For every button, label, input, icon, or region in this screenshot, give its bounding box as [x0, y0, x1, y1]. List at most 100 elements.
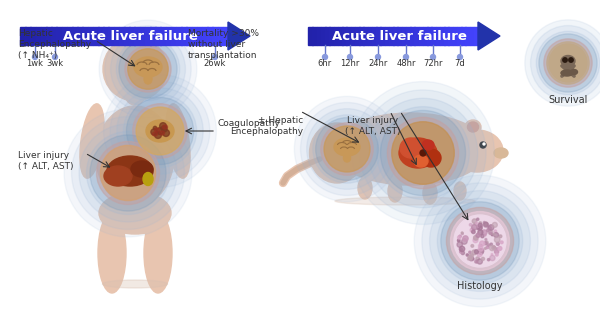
Bar: [372, 27, 377, 45]
Bar: [113, 27, 119, 45]
Circle shape: [104, 74, 217, 187]
Circle shape: [487, 229, 489, 232]
Circle shape: [477, 259, 482, 264]
Circle shape: [461, 233, 463, 235]
Circle shape: [481, 257, 485, 260]
Bar: [41, 27, 47, 45]
Circle shape: [463, 236, 468, 241]
Circle shape: [496, 253, 498, 256]
Bar: [334, 27, 338, 45]
Circle shape: [136, 107, 184, 155]
Circle shape: [152, 130, 156, 134]
Circle shape: [437, 198, 523, 284]
Ellipse shape: [131, 161, 153, 177]
Circle shape: [480, 248, 484, 252]
Ellipse shape: [561, 56, 575, 67]
Bar: [160, 27, 166, 45]
Circle shape: [472, 258, 474, 260]
Circle shape: [316, 118, 379, 180]
Circle shape: [544, 39, 592, 87]
Circle shape: [539, 34, 597, 92]
Bar: [474, 27, 479, 45]
Circle shape: [477, 227, 479, 230]
Circle shape: [472, 250, 476, 255]
Circle shape: [487, 244, 490, 246]
Circle shape: [498, 247, 502, 250]
Circle shape: [446, 208, 514, 275]
Bar: [103, 27, 109, 45]
Circle shape: [161, 126, 166, 131]
Circle shape: [473, 238, 478, 243]
Bar: [363, 27, 368, 45]
Ellipse shape: [107, 156, 153, 186]
Circle shape: [467, 258, 470, 260]
Circle shape: [490, 243, 493, 246]
Ellipse shape: [96, 106, 174, 206]
Circle shape: [466, 254, 469, 256]
Circle shape: [472, 230, 475, 234]
Circle shape: [485, 238, 487, 240]
Circle shape: [470, 228, 475, 232]
Text: 48hr: 48hr: [396, 59, 416, 68]
Circle shape: [487, 226, 491, 230]
Circle shape: [494, 230, 497, 232]
Circle shape: [368, 98, 478, 208]
Circle shape: [71, 117, 184, 229]
Circle shape: [484, 248, 487, 249]
Circle shape: [494, 250, 499, 254]
Circle shape: [430, 191, 530, 291]
Text: Liver injury
(↑ ALT, AST): Liver injury (↑ ALT, AST): [345, 116, 401, 136]
Ellipse shape: [98, 213, 126, 293]
Ellipse shape: [571, 70, 577, 74]
Ellipse shape: [421, 149, 441, 167]
Bar: [150, 27, 156, 45]
Bar: [191, 27, 197, 45]
Bar: [181, 27, 187, 45]
Ellipse shape: [388, 180, 402, 202]
Bar: [325, 27, 330, 45]
Circle shape: [64, 109, 192, 237]
Bar: [62, 27, 67, 45]
Circle shape: [105, 26, 191, 112]
Circle shape: [100, 145, 155, 201]
Text: 3wk: 3wk: [46, 59, 64, 68]
Bar: [51, 27, 57, 45]
Circle shape: [476, 257, 479, 260]
Circle shape: [493, 222, 497, 227]
Circle shape: [307, 109, 388, 189]
Circle shape: [563, 58, 567, 62]
Circle shape: [90, 135, 166, 211]
Circle shape: [461, 251, 464, 255]
Bar: [321, 27, 325, 45]
Ellipse shape: [104, 166, 132, 186]
Circle shape: [472, 219, 477, 223]
Text: Mortality >30%
without liver
transplantation: Mortality >30% without liver transplanta…: [188, 29, 259, 60]
Ellipse shape: [332, 113, 487, 185]
Bar: [419, 27, 423, 45]
Circle shape: [460, 251, 462, 253]
Text: Acute liver failure: Acute liver failure: [62, 29, 197, 42]
Circle shape: [97, 141, 160, 205]
Bar: [98, 27, 104, 45]
Circle shape: [441, 202, 519, 280]
Circle shape: [103, 37, 167, 101]
Ellipse shape: [414, 155, 428, 167]
Bar: [431, 27, 436, 45]
Circle shape: [475, 223, 476, 225]
Circle shape: [473, 236, 478, 240]
Bar: [207, 27, 213, 45]
Bar: [93, 27, 98, 45]
Circle shape: [478, 223, 482, 227]
Bar: [440, 27, 445, 45]
Bar: [355, 27, 359, 45]
Ellipse shape: [144, 74, 152, 84]
Circle shape: [481, 234, 484, 238]
Circle shape: [484, 221, 485, 223]
Circle shape: [525, 20, 600, 106]
Circle shape: [53, 55, 58, 60]
Circle shape: [496, 242, 499, 245]
Circle shape: [460, 246, 465, 252]
Text: 72hr: 72hr: [423, 59, 443, 68]
Bar: [329, 27, 334, 45]
Ellipse shape: [125, 83, 145, 105]
